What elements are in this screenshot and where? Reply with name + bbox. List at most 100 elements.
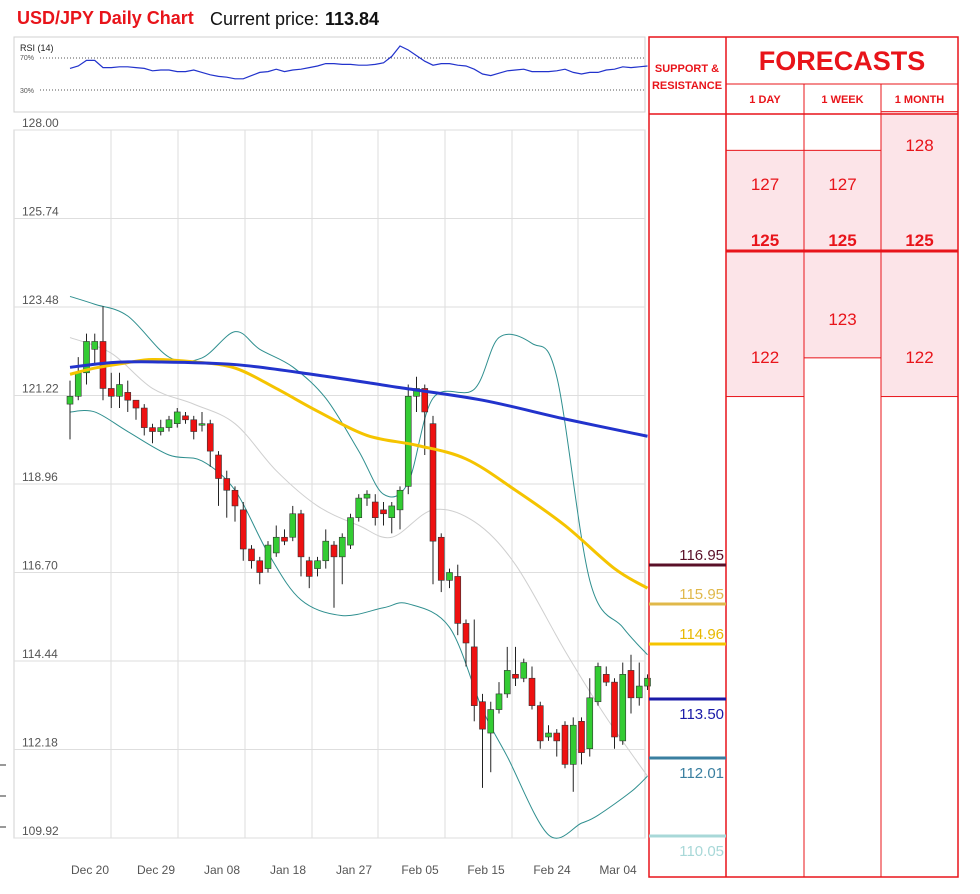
candle xyxy=(107,388,115,397)
candle xyxy=(305,560,313,577)
x-tick-label: Dec 20 xyxy=(71,863,109,877)
candle xyxy=(627,670,635,699)
candle xyxy=(462,623,470,644)
candle xyxy=(602,674,610,683)
candle xyxy=(74,372,82,397)
forecast-value: 122 xyxy=(905,348,933,367)
forecast-cell xyxy=(725,149,805,398)
price-value: 113.84 xyxy=(325,9,380,29)
candle xyxy=(454,576,462,624)
candle xyxy=(503,670,511,695)
candle xyxy=(586,697,594,750)
y-tick-label: 118.96 xyxy=(22,470,58,484)
y-tick-label: 116.70 xyxy=(22,559,58,573)
candle xyxy=(528,677,536,706)
candle xyxy=(322,540,330,562)
rsi-level-label: 30% xyxy=(20,88,34,95)
candle xyxy=(165,419,173,428)
x-tick-label: Dec 29 xyxy=(137,863,175,877)
candle xyxy=(239,509,247,550)
candle xyxy=(190,419,198,432)
sr-level-label: 114.96 xyxy=(679,626,724,643)
y-tick-label: 123.48 xyxy=(22,293,59,307)
candle xyxy=(223,478,231,491)
candle xyxy=(182,415,189,421)
ma-100-line xyxy=(69,360,648,438)
candle xyxy=(619,674,627,742)
sr-level-label: 112.01 xyxy=(679,765,724,782)
candle xyxy=(396,489,404,511)
candle xyxy=(289,513,297,538)
sr-header: RESISTANCE xyxy=(652,80,722,92)
candle xyxy=(611,681,618,738)
candle xyxy=(380,509,387,515)
bollinger-lower xyxy=(69,410,648,839)
x-tick-label: Feb 15 xyxy=(467,863,505,877)
candle xyxy=(140,407,148,428)
candle xyxy=(347,517,354,546)
sr-level-label: 113.50 xyxy=(679,706,724,723)
candle xyxy=(83,341,90,374)
candle xyxy=(363,493,371,499)
candle xyxy=(512,674,519,679)
x-tick-label: Jan 27 xyxy=(336,863,372,877)
forecast-value: 127 xyxy=(828,175,856,194)
candle xyxy=(578,721,585,753)
candle xyxy=(149,427,156,432)
candle xyxy=(487,709,495,734)
candle xyxy=(124,392,132,401)
forecast-value: 128 xyxy=(905,136,933,155)
candle xyxy=(256,560,264,573)
rsi-line xyxy=(69,45,648,80)
candle xyxy=(314,560,321,569)
candle xyxy=(569,724,577,765)
candle xyxy=(561,724,569,765)
candle xyxy=(421,388,429,413)
candle xyxy=(264,544,272,569)
candle xyxy=(272,536,280,554)
forecast-value: 125 xyxy=(828,231,856,250)
sr-header: SUPPORT & xyxy=(655,63,719,75)
forecast-value: 127 xyxy=(751,175,779,194)
candle xyxy=(520,662,528,679)
candle xyxy=(479,701,486,730)
candle xyxy=(116,384,123,397)
candle xyxy=(545,732,552,738)
bollinger-middle xyxy=(69,337,648,777)
price-label: Current price: xyxy=(210,9,320,29)
candle xyxy=(206,423,214,452)
candle xyxy=(437,536,445,581)
y-tick-label: 112.18 xyxy=(22,736,58,750)
candle xyxy=(635,685,643,699)
rsi-label: RSI (14) xyxy=(20,43,54,53)
candle xyxy=(297,513,305,558)
candle xyxy=(330,544,338,558)
forecast-value: 122 xyxy=(751,348,779,367)
candle xyxy=(157,427,165,432)
candle xyxy=(355,497,363,518)
candle xyxy=(198,423,206,426)
x-tick-label: Feb 24 xyxy=(533,863,571,877)
candle xyxy=(215,454,222,479)
x-tick-label: Feb 05 xyxy=(401,863,439,877)
candle xyxy=(66,395,74,405)
x-tick-label: Jan 18 xyxy=(270,863,306,877)
candle xyxy=(594,666,602,703)
candle xyxy=(388,505,396,518)
candle xyxy=(248,548,255,562)
sr-level-label: 115.95 xyxy=(679,586,724,603)
candle xyxy=(338,536,346,558)
candle xyxy=(91,341,99,350)
forecasts-title: FORECASTS xyxy=(759,46,926,76)
candle xyxy=(470,646,478,706)
candle xyxy=(132,399,140,409)
forecast-cell xyxy=(880,111,959,398)
candle xyxy=(446,572,453,581)
candle xyxy=(413,388,420,397)
forecast-value: 123 xyxy=(828,310,856,329)
y-tick-label: 125.74 xyxy=(22,205,59,219)
forecast-column-label: 1 DAY xyxy=(749,94,781,106)
y-tick-label: 109.92 xyxy=(22,824,59,838)
forecast-column-label: 1 MONTH xyxy=(895,94,945,106)
